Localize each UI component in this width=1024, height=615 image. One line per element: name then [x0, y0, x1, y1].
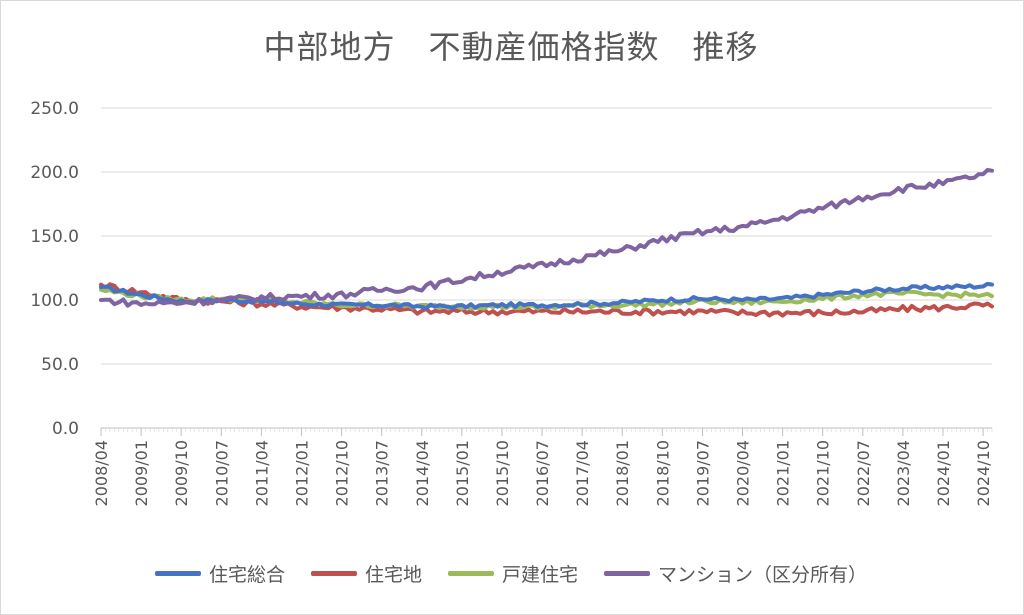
- y-tick-label: 150.0: [30, 227, 79, 247]
- x-tick-label: 2010/07: [212, 440, 231, 506]
- legend-label: マンション（区分所有）: [658, 564, 868, 586]
- x-tick-label: 2019/07: [693, 440, 712, 506]
- x-tick-label: 2013/07: [373, 440, 392, 506]
- legend-label: 住宅総合: [208, 564, 285, 586]
- legend-item: マンション（区分所有）: [604, 560, 867, 587]
- y-tick-label: 100.0: [30, 291, 79, 311]
- x-tick-label: 2017/04: [573, 440, 592, 506]
- legend: 住宅総合 住宅地 戸建住宅 マンション（区分所有）: [0, 560, 1022, 587]
- legend-swatch: [604, 571, 651, 576]
- x-tick-label: 2011/04: [252, 440, 271, 506]
- x-tick-label: 2009/10: [172, 440, 191, 506]
- series-line-0: [99, 281, 994, 311]
- x-tick-label: 2021/01: [774, 440, 793, 506]
- legend-swatch: [154, 571, 201, 576]
- legend-item: 住宅地: [310, 560, 422, 587]
- x-tick-label: 2020/04: [734, 440, 753, 506]
- legend-swatch: [448, 571, 494, 576]
- x-tick-label: 2018/10: [653, 440, 672, 506]
- x-tick-label: 2022/07: [854, 440, 873, 506]
- x-tick-label: 2016/07: [533, 440, 552, 506]
- x-tick-label: 2009/01: [132, 440, 151, 506]
- chart-title: 中部地方 不動産価格指数 推移: [263, 28, 759, 66]
- x-tick-label: 2015/10: [493, 440, 512, 506]
- legend-item: 住宅総合: [154, 560, 285, 587]
- y-tick-label: 50.0: [41, 355, 79, 375]
- line-chart: 0.0 50.0 100.0 150.0 200.0 250.0 2008/04 2009/0…: [30, 99, 994, 506]
- x-tick-label: 2012/10: [333, 440, 352, 506]
- y-tick-label: 200.0: [30, 163, 79, 183]
- legend-swatch: [310, 571, 357, 576]
- y-tick-label: 250.0: [30, 99, 79, 119]
- x-tick-label: 2024/10: [974, 440, 993, 506]
- legend-label: 戸建住宅: [502, 564, 579, 586]
- x-tick-label: 2023/04: [894, 440, 913, 506]
- x-tick-label: 2014/04: [413, 440, 432, 506]
- x-tick-label: 2015/01: [453, 440, 472, 506]
- x-tick-label: 2024/01: [934, 440, 953, 506]
- x-tick-label: 2018/01: [613, 440, 632, 506]
- series-line-3: [99, 168, 994, 308]
- y-tick-label: 0.0: [52, 419, 79, 439]
- x-tick-label: 2008/04: [92, 440, 111, 506]
- x-tick-label: 2021/10: [814, 440, 833, 506]
- legend-label: 住宅地: [364, 564, 422, 586]
- x-tick-label: 2012/01: [292, 440, 311, 506]
- legend-item: 戸建住宅: [448, 560, 578, 587]
